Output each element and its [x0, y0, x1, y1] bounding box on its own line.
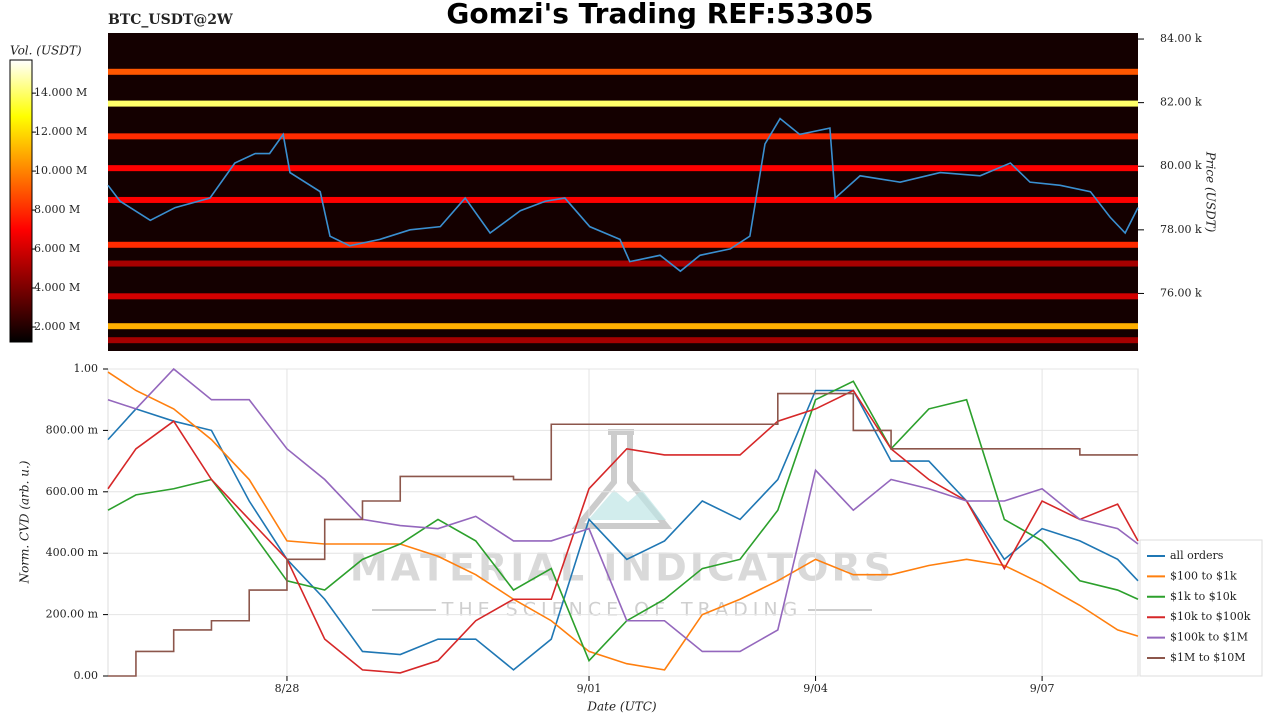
- colorbar-tick-label: 8.000 M: [34, 203, 80, 216]
- y-axis-label: Norm. CVD (arb. u.): [18, 460, 32, 584]
- x-axis-label: Date (UTC): [586, 700, 656, 714]
- x-tick-label: 9/01: [577, 682, 602, 695]
- legend-label: $100 to $1k: [1170, 569, 1237, 582]
- liquidity-band: [108, 133, 1138, 140]
- x-tick-label: 8/28: [275, 682, 300, 695]
- series-line: [107, 371, 1139, 671]
- y-tick-label: 84.00 k: [1160, 32, 1202, 45]
- y-tick-label: 800.00 m: [46, 423, 99, 436]
- y-tick-label: 0.00: [74, 669, 99, 682]
- legend-label: all orders: [1170, 549, 1224, 562]
- legend: [1139, 539, 1263, 677]
- legend-label: $1M to $10M: [1170, 651, 1246, 664]
- y-tick-label: 80.00 k: [1160, 159, 1202, 172]
- liquidity-band: [108, 293, 1138, 300]
- colorbar: [9, 59, 33, 343]
- colorbar-tick-label: 10.000 M: [34, 164, 87, 177]
- liquidity-band: [108, 260, 1138, 267]
- watermark-icon: [571, 429, 673, 529]
- legend-label: $10k to $100k: [1170, 610, 1251, 623]
- liquidity-band: [108, 337, 1138, 344]
- y-tick-label: 78.00 k: [1160, 223, 1202, 236]
- series-line: [108, 392, 1138, 677]
- liquidity-band: [108, 196, 1138, 203]
- colorbar-tick-label: 6.000 M: [34, 242, 80, 255]
- heatmap-area: [108, 33, 1138, 351]
- colorbar-tick-label: 12.000 M: [34, 125, 87, 138]
- series-line: [107, 389, 1139, 674]
- y-axis-label: Price (USDT): [1204, 151, 1218, 233]
- y-tick-label: 82.00 k: [1160, 96, 1202, 109]
- y-tick-label: 76.00 k: [1160, 286, 1202, 299]
- y-tick-label: 200.00 m: [46, 608, 99, 621]
- colorbar-tick-label: 14.000 M: [34, 86, 87, 99]
- y-tick-label: 400.00 m: [46, 546, 99, 559]
- liquidity-band: [108, 100, 1138, 107]
- y-tick-label: 600.00 m: [46, 485, 99, 498]
- x-tick-label: 9/04: [803, 682, 828, 695]
- colorbar-tick-label: 2.000 M: [34, 320, 80, 333]
- legend-label: $1k to $10k: [1170, 590, 1237, 603]
- watermark-title: MATERIAL INDICATORS: [350, 546, 894, 590]
- liquidity-band: [108, 68, 1138, 75]
- liquidity-band: [108, 165, 1138, 172]
- subtitle: BTC_USDT@2W: [108, 12, 233, 28]
- watermark-icon: [588, 490, 666, 520]
- y-tick-label: 1.00: [74, 362, 99, 375]
- series-line: [107, 367, 1139, 653]
- liquidity-band: [108, 323, 1138, 330]
- colorbar-tick-label: 4.000 M: [34, 281, 80, 294]
- price-line: [107, 117, 1139, 273]
- colorbar-label: Vol. (USDT): [10, 44, 82, 58]
- legend-label: $100k to $1M: [1170, 631, 1248, 644]
- series-line: [107, 389, 1139, 671]
- x-tick-label: 9/07: [1030, 682, 1055, 695]
- chart-title: Gomzi's Trading REF:53305: [446, 0, 873, 30]
